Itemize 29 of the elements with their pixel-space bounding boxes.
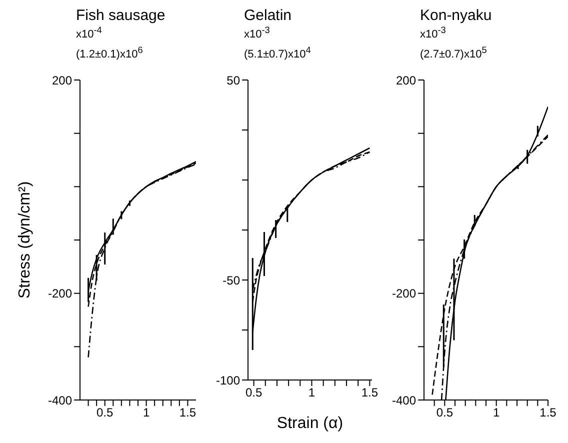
x-tick-label: 0.5 bbox=[245, 386, 262, 400]
chart-title: Fish sausage bbox=[76, 7, 166, 24]
x-axis-title: Strain (α) bbox=[276, 415, 344, 432]
x-tick-label: 1.5 bbox=[361, 386, 378, 400]
y-tick-label: -400 bbox=[392, 393, 416, 408]
x-tick-label: 0.5 bbox=[96, 406, 114, 420]
text: (5.1±0.7)x10$^{4}$ bbox=[244, 44, 312, 62]
x-tick-label: 1.5 bbox=[179, 406, 196, 420]
x-tick-label: 1 bbox=[492, 406, 500, 420]
x-tick-label: 1.5 bbox=[540, 406, 557, 420]
text: x10$^{-3}$ bbox=[420, 24, 447, 43]
x-tick-label: 0.5 bbox=[436, 406, 454, 420]
y-tick-label: -200 bbox=[392, 286, 416, 301]
text: x10$^{-4}$ bbox=[76, 24, 103, 43]
chart-title: Gelatin bbox=[244, 7, 293, 24]
y-tick-label: 200 bbox=[52, 73, 72, 88]
y-axis-title: Stress (dyn/cm²) bbox=[16, 181, 34, 299]
text: (1.2±0.1)x10$^{6}$ bbox=[76, 44, 144, 62]
x-tick-label: 1 bbox=[142, 406, 150, 420]
y-tick-label: 200 bbox=[396, 73, 416, 88]
y-tick-label: 50 bbox=[226, 73, 240, 88]
y-tick-label: -100 bbox=[216, 373, 240, 388]
y-tick-label: -200 bbox=[48, 286, 72, 301]
y-tick-label: -400 bbox=[48, 393, 72, 408]
chart-title: Kon-nyaku bbox=[420, 7, 493, 24]
y-tick-label: -50 bbox=[222, 273, 240, 288]
text: x10$^{-3}$ bbox=[244, 24, 271, 43]
text: (2.7±0.7)x10$^{5}$ bbox=[420, 44, 488, 62]
x-tick-label: 1 bbox=[308, 386, 316, 400]
